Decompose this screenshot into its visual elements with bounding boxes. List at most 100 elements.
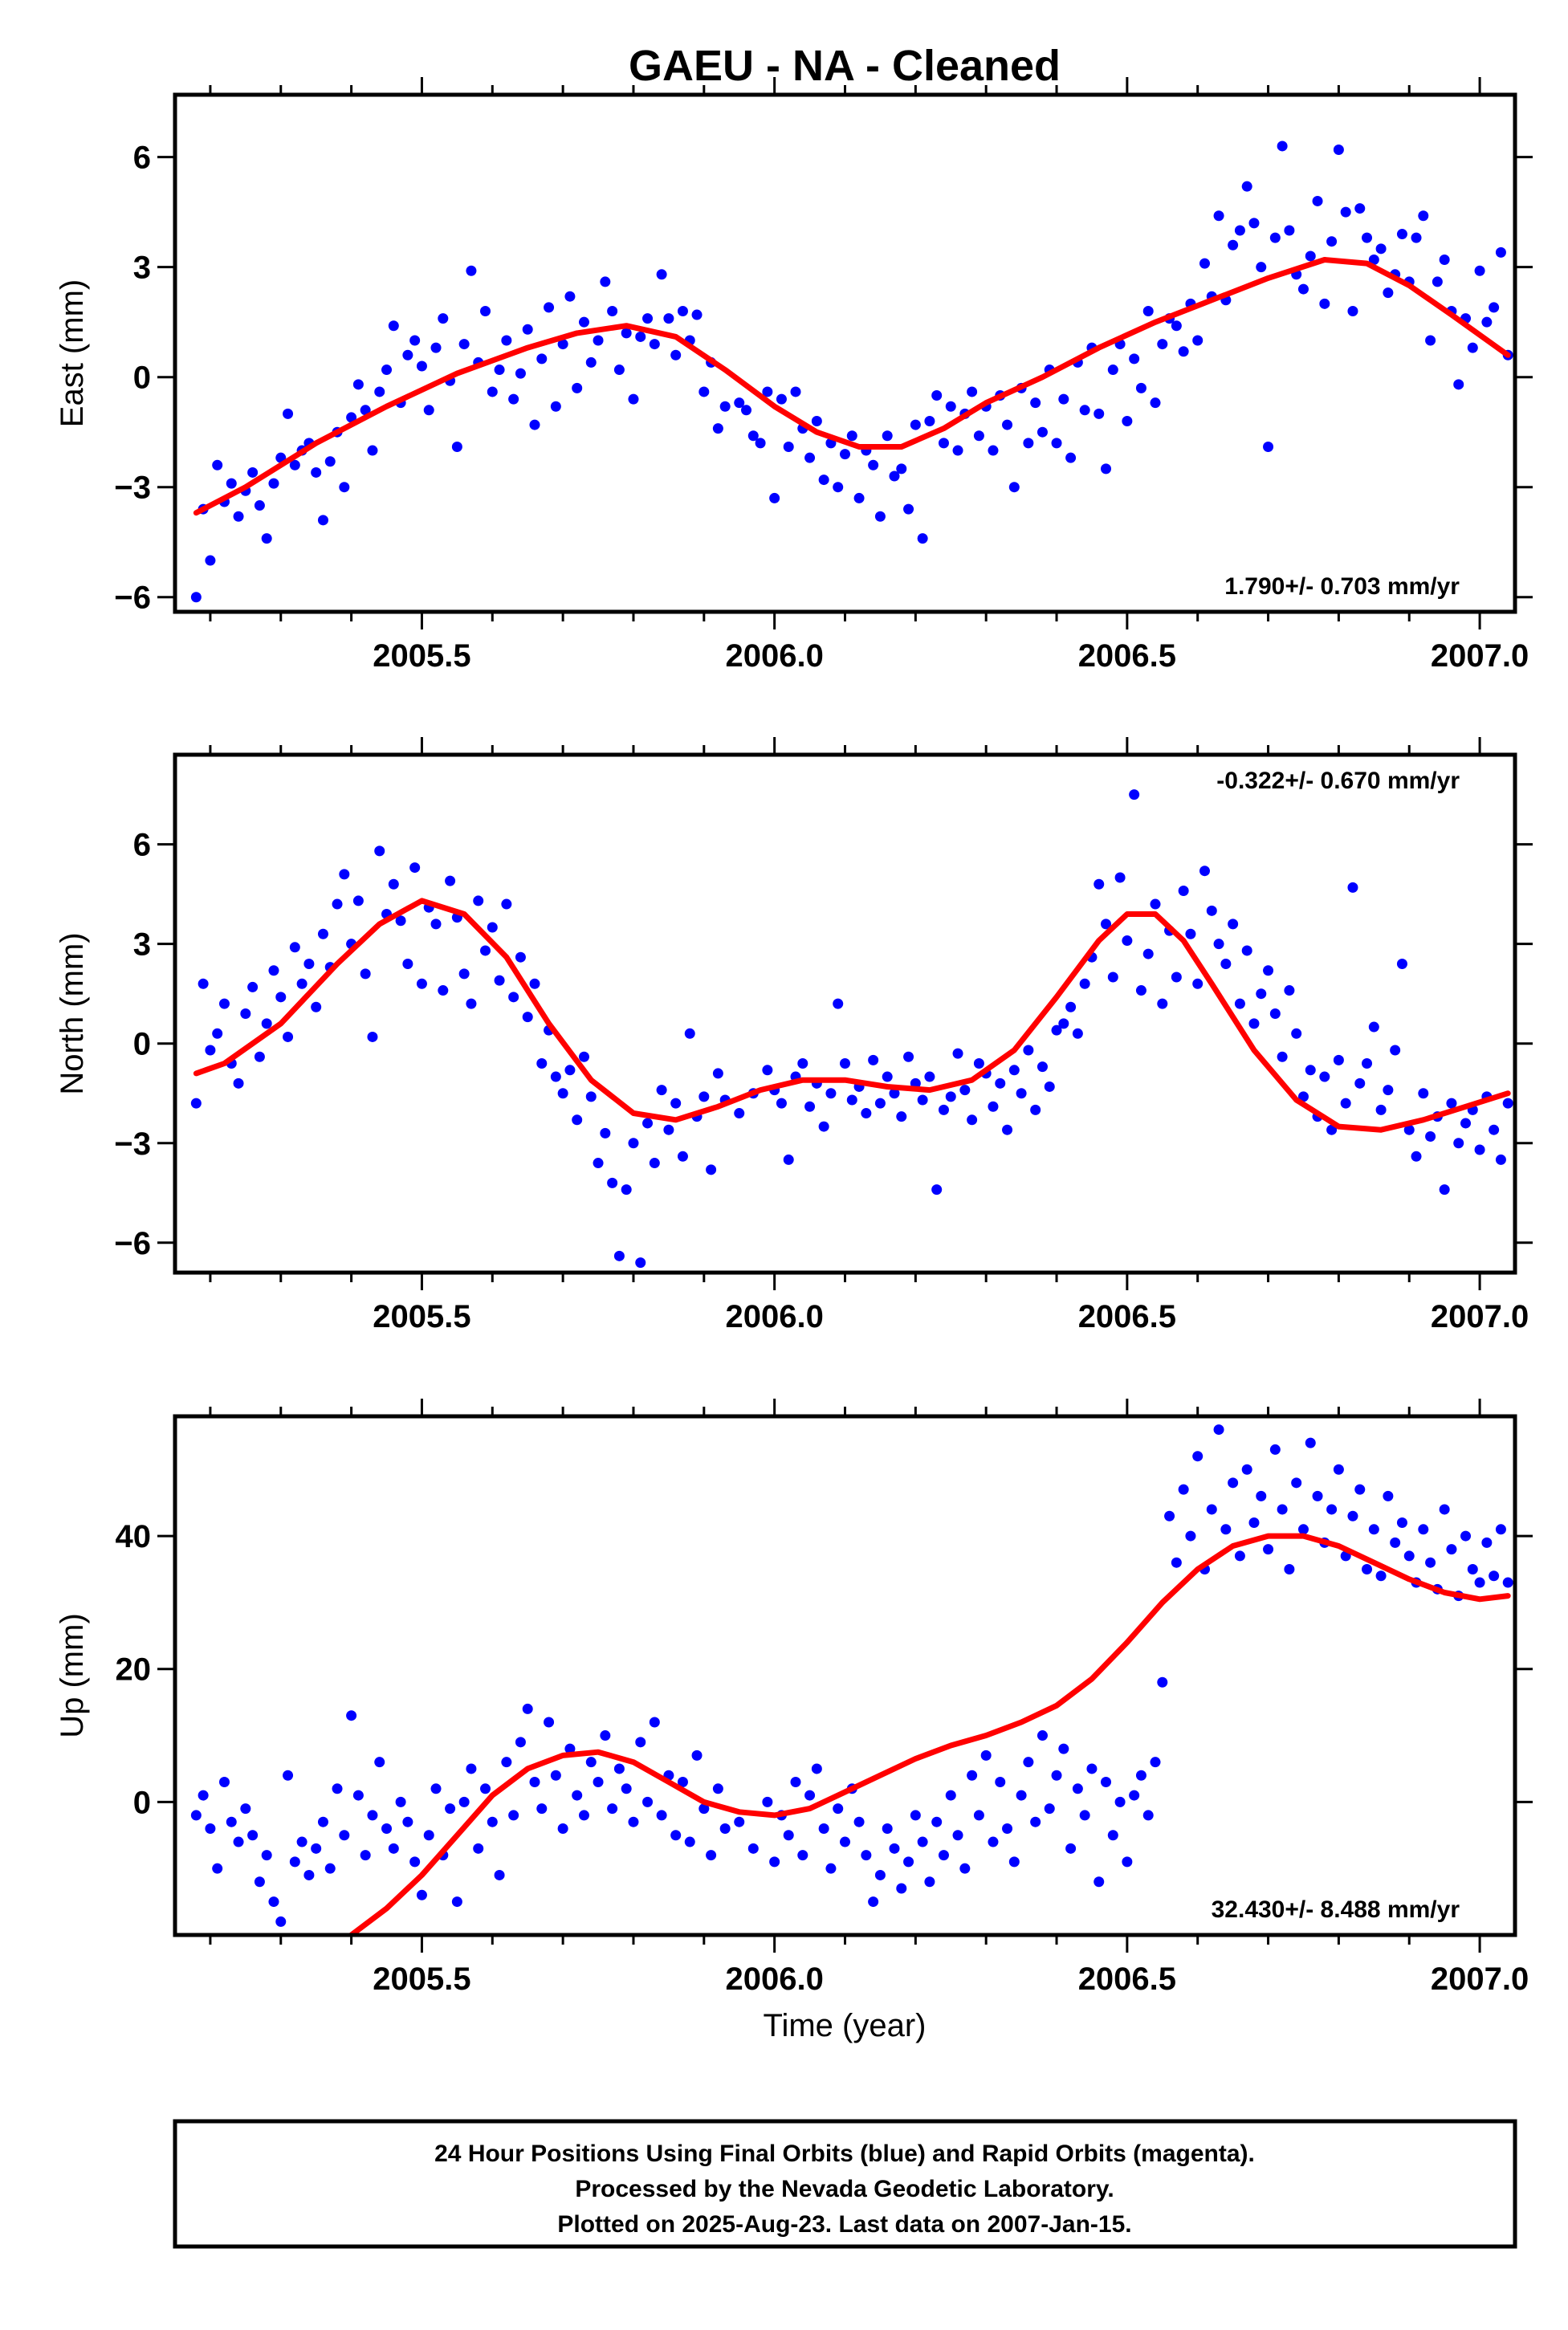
data-point	[190, 1098, 202, 1109]
chart-title: GAEU - NA - Cleaned	[629, 42, 1061, 90]
fit-line	[193, 898, 1511, 1133]
data-point	[212, 459, 223, 470]
data-point	[198, 1790, 209, 1801]
data-point	[1453, 379, 1464, 390]
data-point	[501, 1757, 512, 1768]
plot-frame	[173, 1414, 1517, 1937]
data-point	[804, 1101, 816, 1112]
data-point	[698, 1091, 710, 1102]
data-point	[924, 415, 935, 426]
data-point	[931, 390, 943, 401]
data-point	[352, 895, 364, 906]
data-point	[1481, 1537, 1493, 1548]
data-point	[1079, 978, 1090, 989]
data-point	[1495, 246, 1506, 258]
data-point	[1354, 1484, 1366, 1495]
data-point	[945, 1790, 956, 1801]
data-point	[846, 1094, 857, 1106]
data-point	[1354, 1077, 1366, 1089]
data-point	[1234, 1550, 1245, 1562]
data-point	[1326, 1124, 1338, 1135]
data-point	[804, 1790, 816, 1801]
data-point	[564, 1743, 576, 1754]
data-point	[663, 313, 674, 324]
data-point	[1023, 1045, 1034, 1056]
data-point	[550, 1770, 561, 1781]
data-point	[1390, 1537, 1401, 1548]
data-point	[670, 1830, 682, 1841]
y-tick-label: 0	[133, 1027, 151, 1062]
data-point	[402, 1816, 413, 1827]
data-point	[445, 875, 456, 886]
data-point	[677, 305, 688, 316]
data-point	[275, 1916, 287, 1927]
data-point	[198, 978, 209, 989]
data-point	[515, 368, 526, 379]
data-point	[1178, 346, 1189, 357]
data-point	[1375, 243, 1387, 255]
data-point	[1129, 353, 1140, 365]
fit-line	[348, 1533, 1511, 1935]
data-point	[296, 1836, 307, 1847]
data-point	[557, 1823, 568, 1834]
data-point	[1312, 195, 1323, 206]
x-tick-label: 2006.5	[1078, 1299, 1176, 1334]
data-point	[578, 1810, 589, 1821]
data-point	[346, 1710, 357, 1721]
data-point	[1058, 1018, 1069, 1029]
data-point	[1347, 882, 1358, 893]
data-point	[1277, 1051, 1288, 1062]
data-point	[840, 449, 850, 460]
data-point	[1192, 978, 1203, 989]
data-point	[1065, 452, 1077, 463]
data-point	[247, 1830, 259, 1841]
data-point	[317, 1816, 328, 1827]
data-point	[1368, 255, 1379, 266]
data-point	[1171, 320, 1182, 332]
data-point	[1277, 1504, 1288, 1515]
data-point	[1439, 1504, 1450, 1515]
data-point	[1474, 1577, 1485, 1588]
data-point	[1114, 872, 1126, 883]
data-point	[1502, 1577, 1513, 1588]
data-point	[205, 1823, 216, 1834]
data-point	[268, 965, 279, 976]
data-point	[233, 511, 244, 522]
data-point	[973, 1058, 984, 1069]
data-point	[1044, 1081, 1055, 1092]
data-point	[360, 1850, 371, 1861]
data-point	[1340, 1098, 1351, 1109]
data-point	[254, 1876, 265, 1888]
data-point	[924, 1876, 935, 1888]
data-point	[1150, 397, 1161, 409]
y-axis-label: East (mm)	[55, 279, 90, 427]
data-point	[988, 445, 999, 456]
data-point	[402, 349, 413, 360]
data-point	[635, 331, 646, 342]
x-tick-label: 2005.5	[373, 638, 470, 674]
footer-line-3: Plotted on 2025-Aug-23. Last data on 200…	[557, 2211, 1131, 2238]
data-point	[247, 981, 259, 992]
data-point	[825, 1863, 837, 1874]
data-point	[451, 441, 462, 452]
data-point	[240, 1008, 251, 1019]
data-point	[1241, 945, 1252, 956]
data-point	[480, 945, 491, 956]
data-point	[882, 1823, 893, 1834]
data-point	[416, 1889, 427, 1900]
data-point	[1333, 145, 1344, 156]
data-point	[1319, 298, 1330, 309]
data-point	[1192, 1451, 1203, 1462]
data-point	[233, 1836, 244, 1847]
data-point	[868, 1896, 879, 1908]
plot-area	[190, 1424, 1513, 1935]
x-tick-label: 2006.0	[725, 1299, 823, 1334]
x-tick-label: 2006.0	[725, 638, 823, 674]
footer-line-1: 24 Hour Positions Using Final Orbits (bl…	[434, 2141, 1255, 2167]
data-point	[712, 423, 723, 434]
data-point	[719, 1823, 731, 1834]
data-point	[1333, 1464, 1344, 1475]
data-point	[438, 985, 449, 996]
data-point	[945, 1091, 956, 1102]
data-point	[698, 386, 710, 397]
